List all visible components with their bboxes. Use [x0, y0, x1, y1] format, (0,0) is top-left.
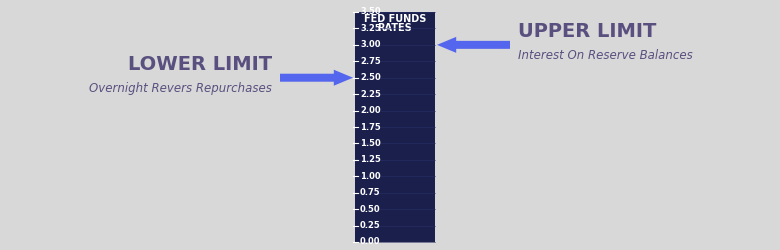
Text: UPPER LIMIT: UPPER LIMIT — [518, 22, 657, 41]
Text: 1.50: 1.50 — [360, 139, 381, 148]
Text: 1.25: 1.25 — [360, 155, 381, 164]
Text: 3.25: 3.25 — [360, 24, 381, 33]
Text: 0.25: 0.25 — [360, 221, 381, 230]
Text: 1.75: 1.75 — [360, 122, 381, 132]
Text: 0.75: 0.75 — [360, 188, 381, 197]
Polygon shape — [437, 37, 510, 53]
Polygon shape — [280, 70, 353, 86]
Text: 2.00: 2.00 — [360, 106, 381, 115]
Text: LOWER LIMIT: LOWER LIMIT — [128, 55, 272, 74]
Text: 2.50: 2.50 — [360, 73, 381, 82]
Text: FED FUNDS: FED FUNDS — [363, 14, 426, 24]
Text: Overnight Revers Repurchases: Overnight Revers Repurchases — [89, 82, 272, 95]
Text: 0.00: 0.00 — [360, 238, 381, 246]
Text: 1.00: 1.00 — [360, 172, 381, 181]
Text: 2.25: 2.25 — [360, 90, 381, 99]
Text: RATES: RATES — [378, 23, 413, 33]
Text: 3.50: 3.50 — [360, 8, 381, 16]
Text: 0.50: 0.50 — [360, 205, 381, 214]
Bar — [355, 12, 435, 242]
Text: 3.00: 3.00 — [360, 40, 381, 49]
Text: Interest On Reserve Balances: Interest On Reserve Balances — [518, 49, 693, 62]
Text: 2.75: 2.75 — [360, 57, 381, 66]
